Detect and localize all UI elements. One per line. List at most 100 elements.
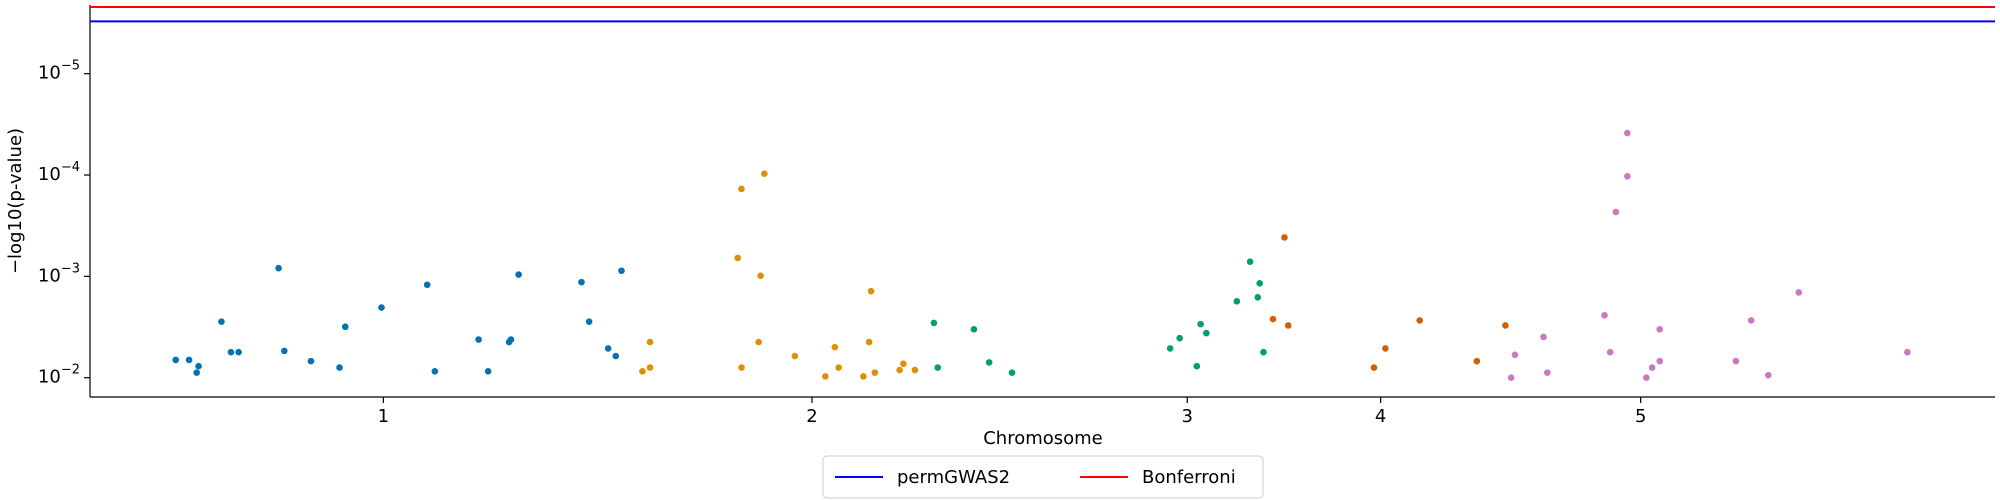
point — [507, 336, 515, 343]
legend-label: Bonferroni — [1142, 467, 1236, 488]
point — [336, 364, 343, 371]
point — [1765, 371, 1772, 379]
point — [1732, 357, 1740, 365]
point — [791, 352, 799, 360]
point — [1601, 311, 1608, 319]
point — [1648, 364, 1656, 371]
point — [738, 364, 745, 371]
point — [604, 345, 612, 352]
point — [738, 185, 745, 193]
point — [341, 323, 349, 331]
legend: permGWAS2 Bonferroni — [822, 455, 1264, 499]
point — [1747, 317, 1755, 324]
x-tick-label: 4 — [1375, 406, 1386, 427]
point — [1643, 374, 1650, 382]
point — [618, 267, 625, 275]
point — [1197, 320, 1204, 328]
y-axis-label: −log10(p-value) — [5, 128, 26, 274]
point — [1254, 294, 1262, 301]
point — [1008, 369, 1016, 376]
legend-label: permGWAS2 — [897, 467, 1010, 488]
point — [761, 170, 768, 177]
point — [1281, 234, 1288, 241]
point — [1260, 348, 1267, 356]
point — [1193, 362, 1201, 370]
point — [985, 359, 993, 366]
point — [218, 318, 225, 325]
point — [1540, 333, 1547, 341]
point — [1624, 173, 1631, 180]
point — [896, 366, 903, 374]
point — [515, 271, 522, 278]
point — [1507, 374, 1515, 382]
x-tick-label: 3 — [1182, 406, 1193, 427]
point — [1284, 322, 1292, 329]
point — [970, 326, 978, 333]
y-tick-label: 10−3 — [38, 261, 80, 287]
point — [646, 338, 654, 346]
point — [185, 356, 193, 364]
point — [1370, 364, 1378, 371]
point — [1382, 345, 1389, 352]
y-tick-label: 10−4 — [38, 160, 80, 186]
point — [930, 319, 938, 327]
x-axis-label: Chromosome — [983, 428, 1103, 449]
point — [1416, 317, 1423, 324]
point — [1624, 129, 1631, 137]
point — [423, 281, 431, 289]
point — [1544, 369, 1551, 376]
point — [639, 368, 646, 375]
point — [1502, 322, 1509, 329]
point — [172, 356, 180, 364]
x-tick-label: 5 — [1635, 406, 1646, 427]
y-tick-label: 10−5 — [38, 58, 80, 84]
point — [578, 278, 585, 286]
point — [934, 364, 942, 371]
point — [1904, 348, 1911, 356]
point — [867, 287, 875, 295]
x-tick-label: 1 — [378, 406, 389, 427]
point — [1511, 351, 1519, 359]
point — [431, 368, 439, 375]
point — [835, 364, 842, 371]
point — [1656, 357, 1664, 365]
point — [227, 348, 235, 356]
point — [1612, 208, 1620, 216]
point — [871, 369, 879, 376]
point — [585, 318, 593, 325]
y-tick-label: 10−2 — [38, 362, 80, 388]
point — [734, 254, 741, 262]
point — [755, 338, 762, 346]
point — [900, 360, 907, 368]
point — [1176, 334, 1183, 342]
point — [1269, 315, 1277, 323]
point — [1656, 326, 1664, 333]
point — [865, 338, 873, 346]
point — [1256, 279, 1263, 287]
point — [484, 368, 492, 375]
point — [822, 373, 829, 380]
point — [1203, 329, 1210, 337]
x-tick-label: 2 — [806, 406, 817, 427]
point — [378, 304, 385, 311]
point — [275, 264, 282, 272]
point — [1473, 357, 1481, 365]
point — [281, 347, 288, 355]
point — [235, 348, 242, 356]
point — [911, 366, 919, 374]
point — [307, 357, 315, 365]
point — [757, 272, 764, 280]
point — [860, 373, 867, 380]
point — [1795, 289, 1803, 296]
point — [193, 369, 200, 376]
point — [612, 352, 620, 360]
point — [831, 343, 839, 351]
point — [1246, 258, 1254, 265]
point — [646, 364, 654, 371]
point — [195, 362, 202, 370]
point — [475, 336, 482, 343]
point — [1166, 345, 1174, 352]
point — [1233, 297, 1241, 305]
